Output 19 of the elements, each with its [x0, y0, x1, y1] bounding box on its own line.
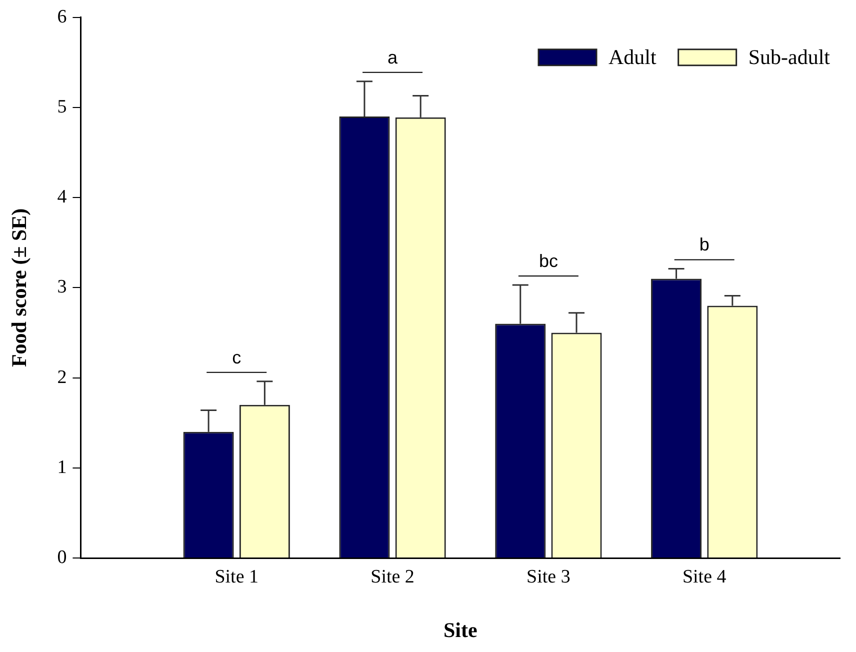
annotation: b: [699, 234, 710, 255]
x-tick-label: Site 2: [370, 566, 414, 588]
annotation: c: [232, 347, 242, 368]
x-axis-title: Site: [443, 618, 478, 642]
y-tick-label: 1: [57, 456, 67, 478]
annotation: a: [388, 47, 399, 68]
legend-label: Adult: [608, 44, 657, 69]
y-tick-label: 3: [57, 276, 67, 298]
y-tick-label: 0: [57, 546, 67, 568]
x-tick-label: Site 3: [526, 566, 570, 588]
y-tick-label: 6: [57, 6, 67, 28]
x-tick-label: Site 1: [214, 566, 259, 588]
y-tick-label: 5: [57, 96, 67, 118]
x-tick-label: Site 4: [682, 566, 727, 588]
y-axis-title: Food score (± SE): [7, 208, 32, 368]
y-tick-label: 4: [57, 186, 68, 208]
annotation: bc: [538, 250, 558, 271]
legend-label: Sub-adult: [748, 44, 830, 69]
y-tick-label: 2: [57, 366, 67, 388]
